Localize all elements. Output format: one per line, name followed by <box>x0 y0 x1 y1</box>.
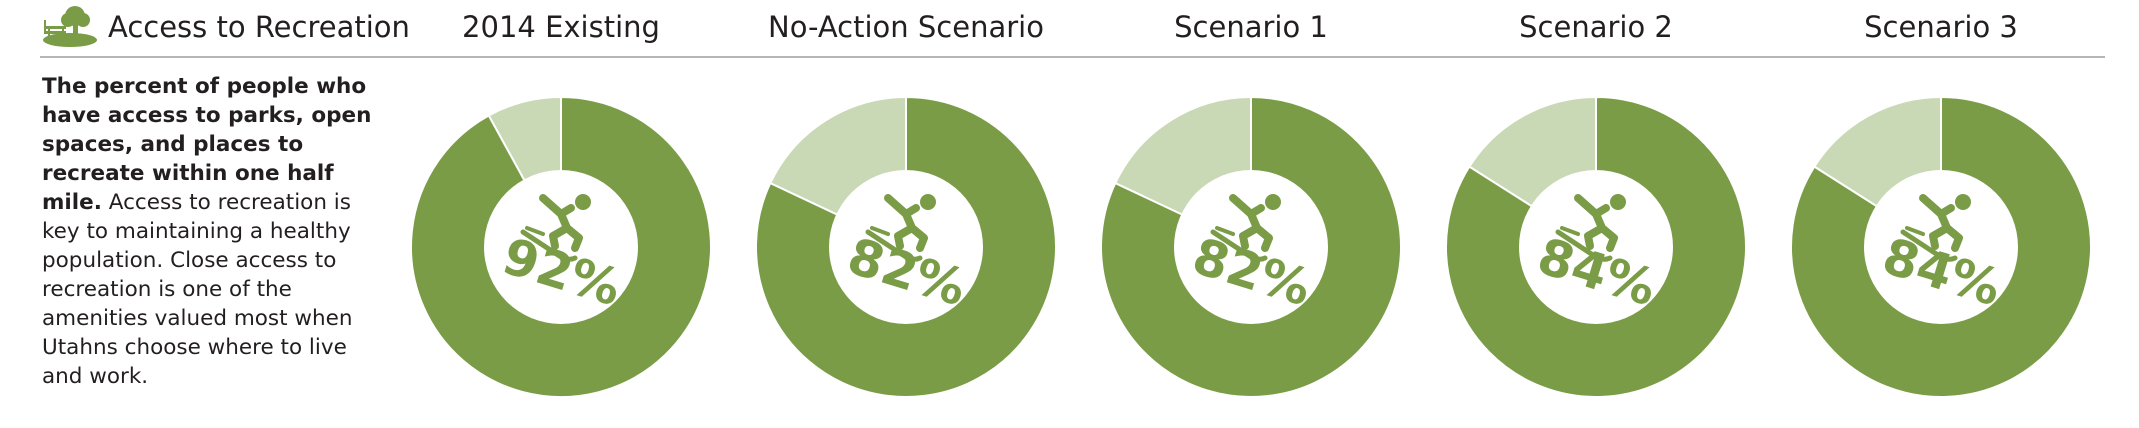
header-divider <box>40 56 2105 58</box>
section-title: Access to Recreation <box>108 10 410 44</box>
skier-icon <box>520 194 591 262</box>
skier-icon <box>865 194 936 262</box>
description-bold: The percent of people who have access to… <box>42 74 372 215</box>
donut-hole <box>829 170 983 324</box>
donut-chart: 92% <box>410 96 712 398</box>
skier-icon <box>1900 194 1971 262</box>
donut-hole <box>1864 170 2018 324</box>
scenario-title: Scenario 1 <box>1174 10 1328 44</box>
scenario-title: 2014 Existing <box>462 10 660 44</box>
scenario-title: Scenario 2 <box>1519 10 1673 44</box>
donut-chart: 84% <box>1445 96 1747 398</box>
donut-hole <box>1519 170 1673 324</box>
description-text: Access to recreation is key to maintaini… <box>42 190 353 389</box>
tree-bench-icon <box>43 6 97 47</box>
skier-icon <box>1555 194 1626 262</box>
donut-chart: 82% <box>755 96 1057 398</box>
scenario-title: Scenario 3 <box>1864 10 2018 44</box>
skier-icon <box>1210 194 1281 262</box>
donut-chart: 84% <box>1790 96 2092 398</box>
scenario-title: No-Action Scenario <box>768 10 1044 44</box>
donut-chart: 82% <box>1100 96 1402 398</box>
donut-hole <box>1174 170 1328 324</box>
donut-hole <box>484 170 638 324</box>
metric-description: The percent of people who have access to… <box>42 72 392 391</box>
